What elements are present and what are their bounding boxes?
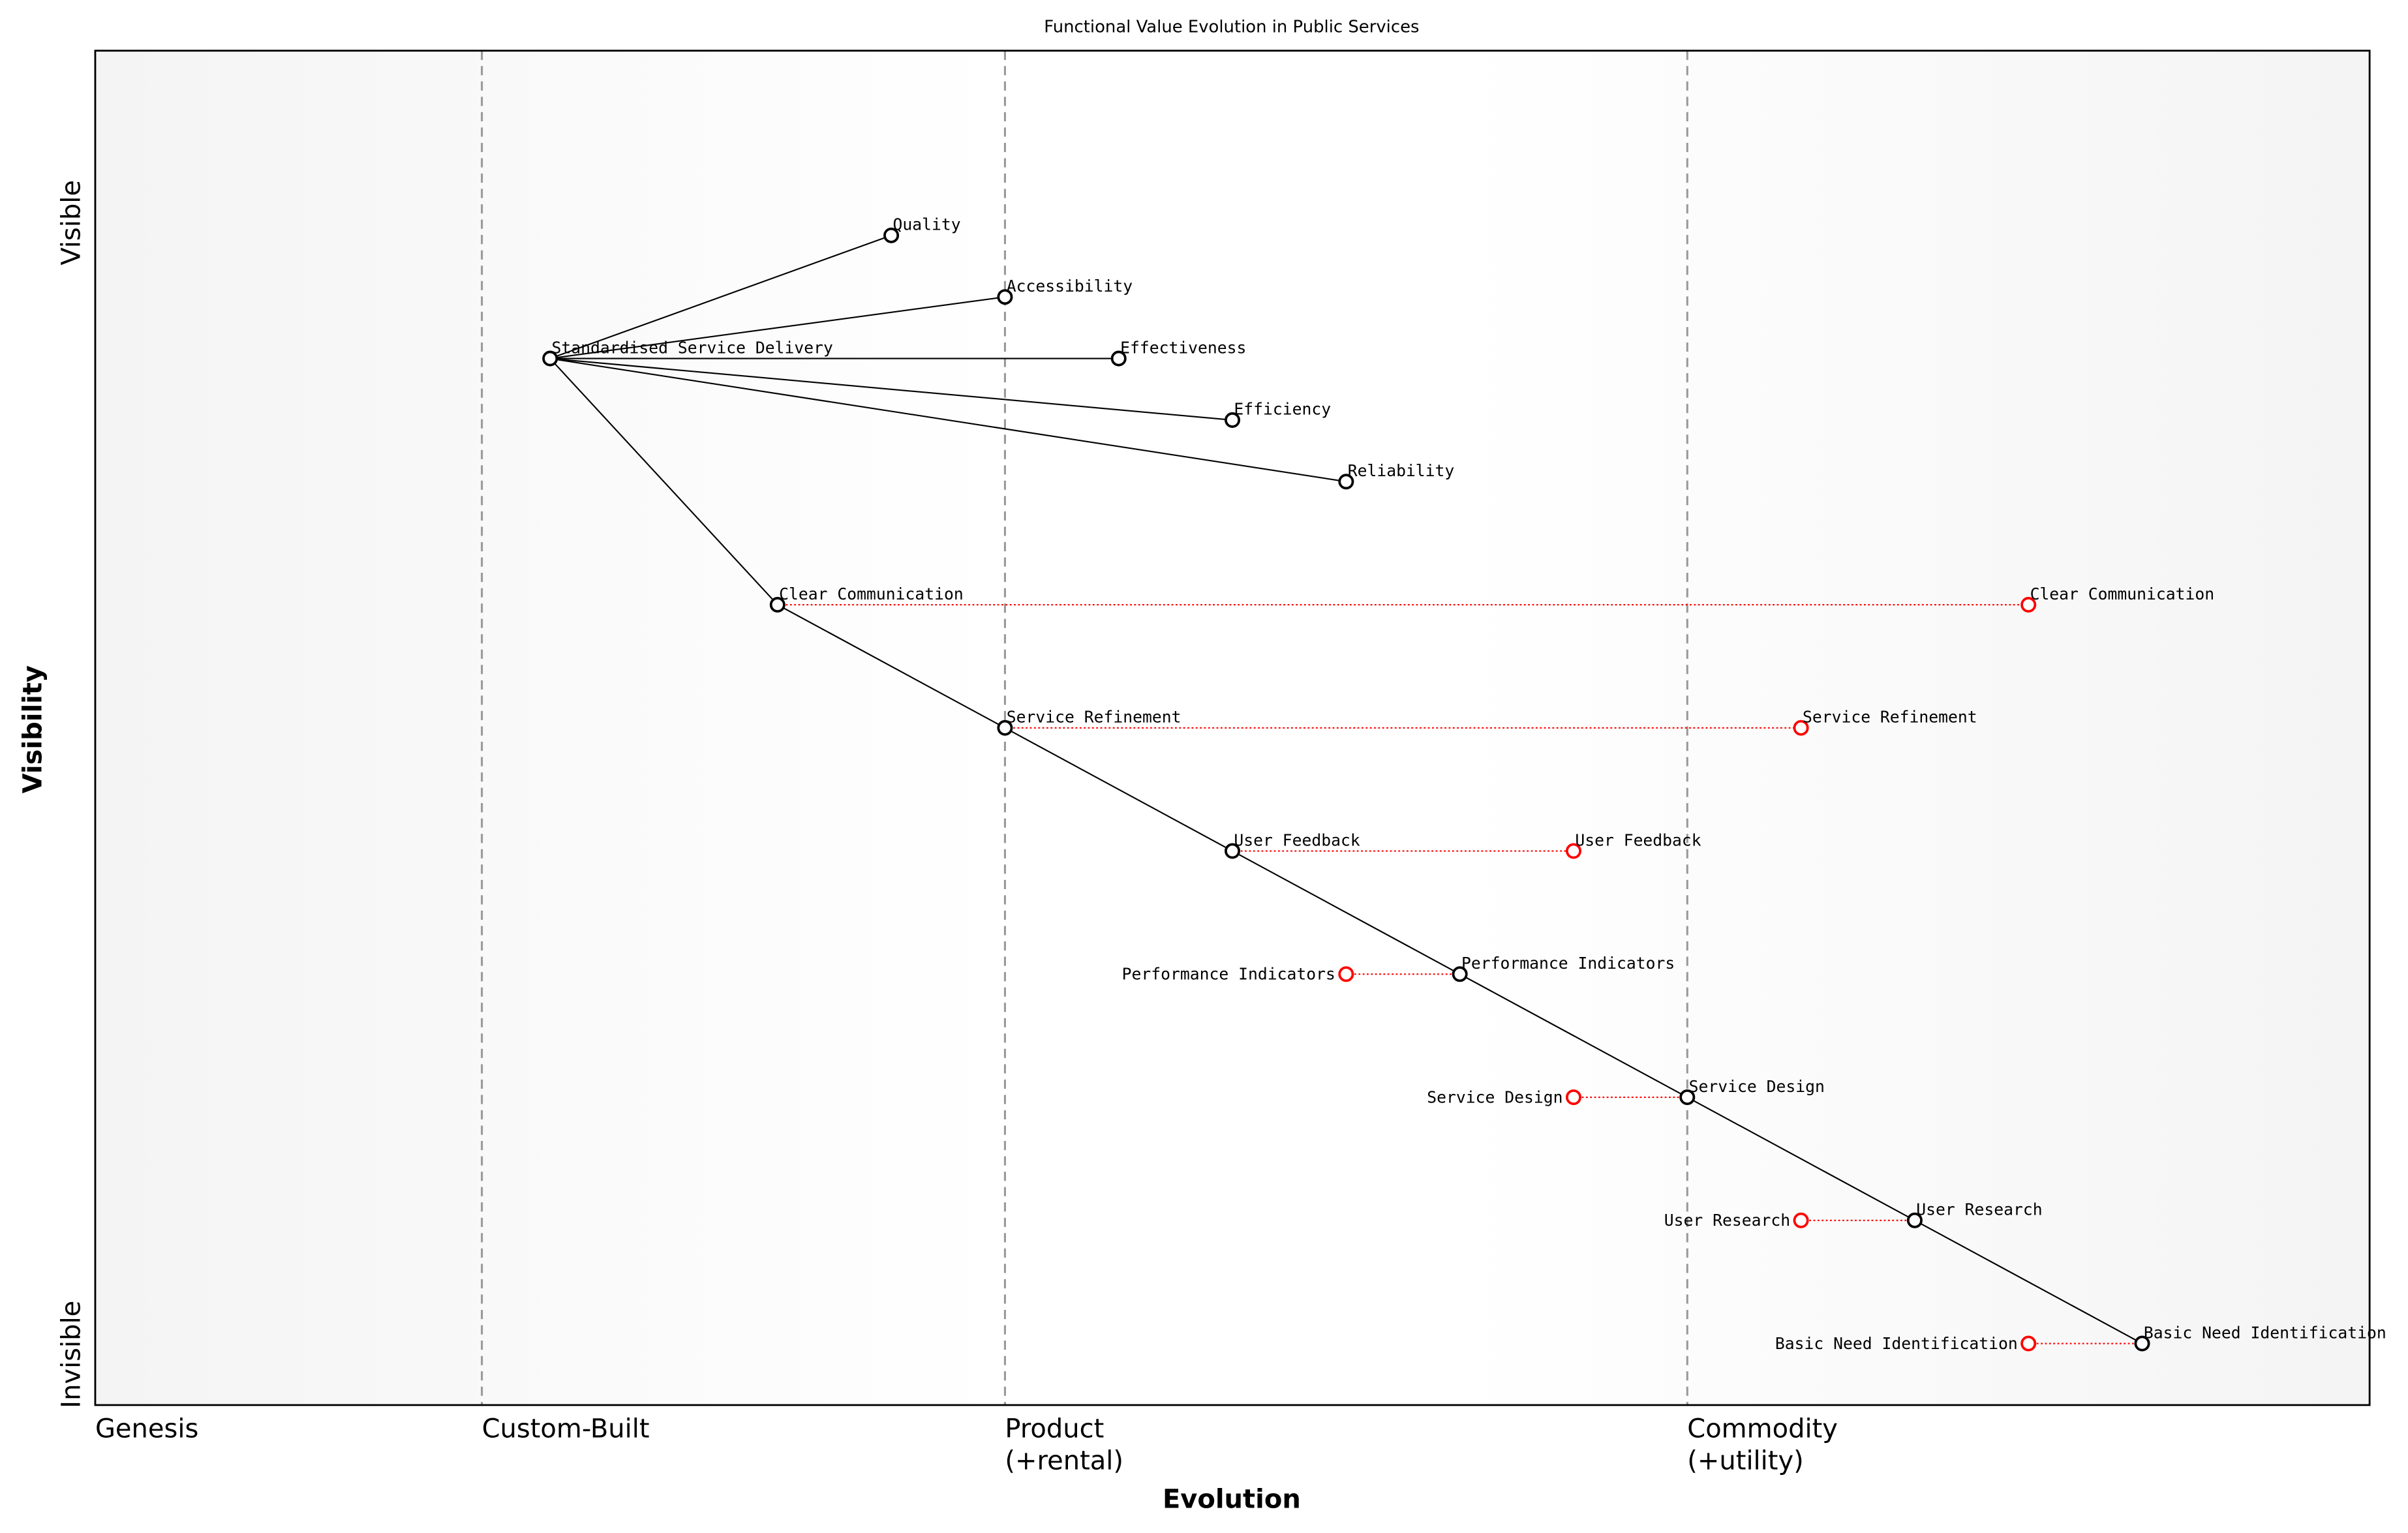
- chart-title: Functional Value Evolution in Public Ser…: [1044, 17, 1419, 37]
- evolved-component-point[interactable]: [1565, 1089, 1581, 1106]
- component-point[interactable]: [997, 289, 1013, 305]
- stage-label: Product: [1005, 1414, 1104, 1444]
- component-point[interactable]: [1679, 1089, 1696, 1106]
- dependency-link: [1004, 727, 1233, 852]
- evolved-component-label: Clear Communication: [2030, 584, 2215, 603]
- evolved-component-point[interactable]: [2020, 597, 2037, 613]
- component-label: Service Refinement: [1007, 708, 1181, 727]
- dependency-link: [549, 357, 778, 605]
- dependency-link: [1459, 973, 1688, 1098]
- component-point[interactable]: [769, 597, 785, 613]
- evolved-component-label: User Feedback: [1575, 830, 1701, 849]
- y-bottom-label: Invisible: [56, 1301, 86, 1408]
- component-label: Basic Need Identification: [2144, 1323, 2386, 1342]
- dependency-link: [1914, 1219, 2143, 1344]
- evolved-component-label: Basic Need Identification: [1775, 1334, 2018, 1353]
- component-point[interactable]: [883, 227, 900, 243]
- component-point[interactable]: [1906, 1212, 1923, 1228]
- component-label: User Research: [1916, 1200, 2042, 1219]
- evolved-component-point[interactable]: [1338, 966, 1354, 982]
- component-label: Quality: [892, 215, 960, 234]
- dependency-link: [1686, 1097, 1915, 1221]
- dependency-link: [550, 357, 1233, 421]
- component-label: Efficiency: [1234, 400, 1331, 419]
- y-top-label: Visible: [56, 180, 86, 266]
- component-label: Standardised Service Delivery: [552, 338, 833, 357]
- component-point[interactable]: [1110, 350, 1127, 367]
- dependency-link: [550, 296, 1005, 359]
- x-axis-title: Evolution: [1163, 1485, 1301, 1515]
- evolved-component-label: Service Design: [1427, 1087, 1562, 1106]
- stage-sublabel: (+utility): [1687, 1446, 1803, 1476]
- dependency-link: [1232, 850, 1461, 975]
- plot-background: [95, 50, 2370, 1405]
- component-point[interactable]: [1225, 843, 1241, 859]
- y-axis-title: Visibility: [18, 665, 48, 793]
- component-point[interactable]: [1225, 412, 1241, 428]
- evolved-component-point[interactable]: [1793, 720, 1809, 736]
- component-point[interactable]: [2134, 1335, 2150, 1352]
- plot-frame: [94, 50, 2371, 1406]
- component-label: Clear Communication: [779, 584, 964, 603]
- component-label: Service Design: [1689, 1077, 1825, 1096]
- evolved-component-point[interactable]: [1793, 1212, 1809, 1228]
- component-label: Reliability: [1348, 461, 1455, 480]
- dependency-link: [777, 604, 1005, 729]
- evolved-component-label: Performance Indicators: [1122, 965, 1335, 984]
- stage-label: Genesis: [95, 1414, 198, 1444]
- component-label: Accessibility: [1007, 277, 1133, 296]
- evolved-component-label: User Research: [1664, 1211, 1790, 1230]
- stage-sublabel: (+rental): [1005, 1446, 1123, 1476]
- component-label: Performance Indicators: [1461, 954, 1675, 973]
- evolved-component-point[interactable]: [1565, 843, 1581, 859]
- component-label: Effectiveness: [1120, 338, 1246, 357]
- dependency-link: [549, 234, 892, 359]
- evolved-component-label: Service Refinement: [1803, 708, 1977, 727]
- component-point[interactable]: [1452, 966, 1468, 982]
- component-point[interactable]: [997, 720, 1013, 736]
- component-point[interactable]: [542, 350, 558, 367]
- stage-label: Custom-Built: [482, 1414, 650, 1444]
- component-point[interactable]: [1338, 474, 1354, 490]
- component-label: User Feedback: [1234, 830, 1360, 849]
- evolved-component-point[interactable]: [2020, 1335, 2037, 1352]
- stage-label: Commodity: [1687, 1414, 1838, 1444]
- dependency-link: [550, 357, 1347, 483]
